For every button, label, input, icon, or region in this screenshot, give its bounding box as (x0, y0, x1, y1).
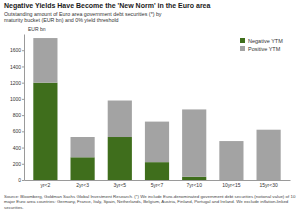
x-tick-label: yr<2 (40, 182, 50, 188)
x-tick: 15yr<30 (259, 182, 277, 188)
bar (71, 137, 95, 157)
y-tick-label: 200 (13, 161, 22, 167)
y-tick-mark (22, 164, 24, 165)
y-tick-label: 1400 (10, 64, 21, 70)
source-note: Source: Bloomberg, Goldman Sachs Global … (4, 194, 296, 210)
x-tick-label: 2yr<3 (76, 182, 89, 188)
series-bars (33, 83, 206, 180)
bars (33, 38, 280, 180)
legend: Negative YTM Positive YTM (240, 38, 283, 52)
title: Negative Yields Have Become the 'New Nor… (4, 2, 296, 10)
bar (71, 157, 95, 180)
y-tick-mark (22, 148, 24, 149)
y-tick-mark (22, 83, 24, 84)
bar (182, 177, 206, 180)
y-tick-label: 400 (13, 145, 22, 151)
plot: 0 200 400 600 800 1000 1200 1400 1600 yr<2 2yr<3 3y… (10, 26, 291, 188)
bar (145, 162, 169, 180)
y-tick-label: 800 (13, 112, 22, 118)
bar (108, 137, 132, 180)
y-tick: 1400 (10, 64, 24, 70)
y-tick-label: 1200 (10, 80, 21, 86)
y-tick-label: 0 (18, 177, 21, 183)
y-tick-mark (22, 50, 24, 51)
y-tick: 0 (18, 177, 24, 183)
y-tick: 1000 (10, 96, 24, 102)
y-axis: 0 200 400 600 800 1000 1200 1400 1600 (10, 35, 25, 184)
y-tick-label: 1600 (10, 47, 21, 53)
x-tick-label: 7yr<10 (186, 182, 202, 188)
x-tick-label: 5yr<7 (151, 182, 164, 188)
bar (257, 130, 281, 180)
y-tick: 200 (13, 161, 24, 167)
bar (33, 83, 57, 180)
y-tick: 1600 (10, 47, 24, 53)
x-tick: 3yr<5 (113, 182, 126, 188)
y-tick: 800 (13, 112, 24, 118)
x-tick-label: 3yr<5 (113, 182, 126, 188)
x-tick: 2yr<3 (76, 182, 89, 188)
subtitle: Outstanding amount of Euro area governme… (4, 11, 174, 23)
y-axis-title: EUR bn (28, 26, 46, 32)
y-tick-mark (22, 66, 24, 67)
y-tick-mark (22, 99, 24, 100)
legend-item: Positive YTM (240, 46, 281, 52)
chart: 0 200 400 600 800 1000 1200 1400 1600 yr<2 2yr<3 3y… (0, 24, 300, 192)
x-axis: yr<2 2yr<3 3yr<5 5yr<7 7yr<10 10yr<15 15yr<30 (25, 181, 291, 188)
legend-item: Negative YTM (240, 38, 283, 44)
y-tick: 600 (13, 128, 24, 134)
x-tick: yr<2 (40, 182, 50, 188)
legend-swatch (240, 38, 245, 43)
y-tick-label: 1000 (10, 96, 21, 102)
y-tick-label: 600 (13, 128, 22, 134)
x-tick: 10yr<15 (222, 182, 240, 188)
legend-swatch (240, 46, 245, 51)
bar (219, 141, 243, 180)
bar (145, 122, 169, 163)
legend-label: Negative YTM (248, 38, 283, 44)
bar (108, 101, 132, 138)
y-axis-line (24, 35, 25, 181)
x-tick: 7yr<10 (186, 182, 202, 188)
x-tick: 5yr<7 (151, 182, 164, 188)
series-bars (33, 38, 280, 180)
y-tick: 400 (13, 145, 24, 151)
legend-label: Positive YTM (248, 46, 281, 52)
y-tick: 1200 (10, 80, 24, 86)
y-tick-mark (22, 180, 24, 181)
x-tick-label: 10yr<15 (222, 182, 240, 188)
y-tick-mark (22, 115, 24, 116)
bar (33, 38, 57, 83)
bar (182, 109, 206, 176)
y-tick-mark (22, 131, 24, 132)
x-tick-label: 15yr<30 (259, 182, 277, 188)
